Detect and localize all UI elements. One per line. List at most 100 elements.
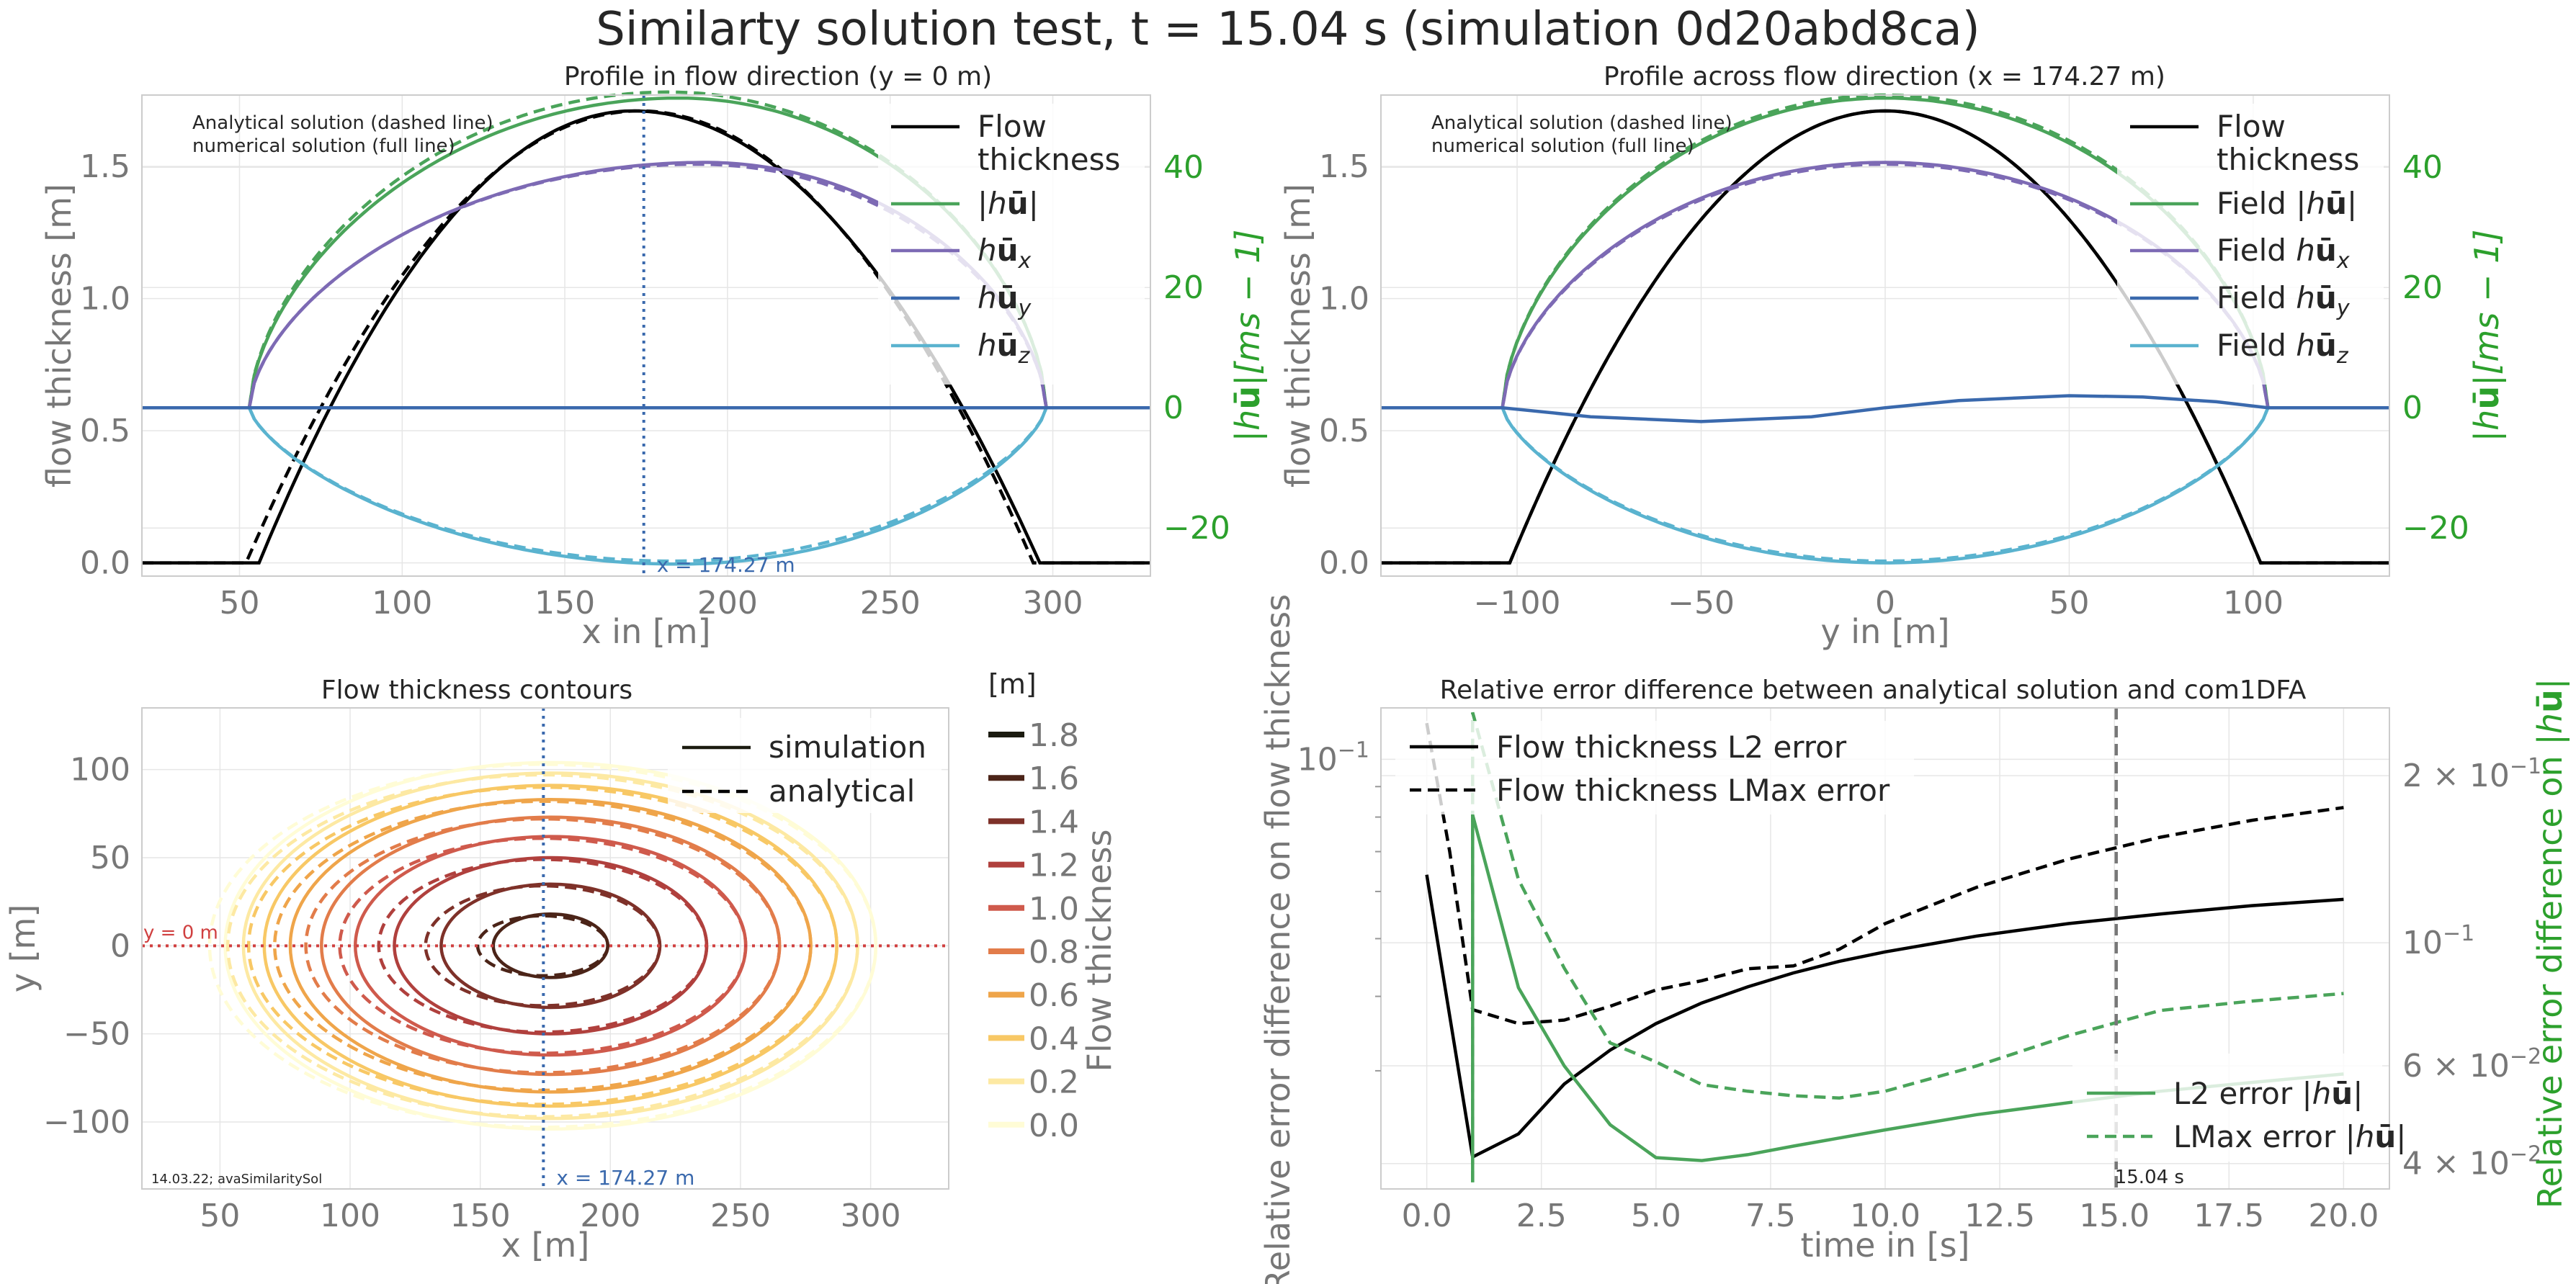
y0-marker-label: y = 0 m xyxy=(143,922,218,943)
annotation-line: numerical solution (full line) xyxy=(1431,135,1694,157)
legend-label: Flow thickness LMax error xyxy=(1496,773,1890,808)
y2-tick-label: 20 xyxy=(1163,269,1204,306)
x-tick-label: 12.5 xyxy=(1964,1198,2035,1234)
y-tick-label: 1.5 xyxy=(80,148,130,185)
p4-legend: Flow thickness L2 error Flow thickness LM… xyxy=(1395,721,2406,1162)
p1-annotation: Analytical solution (dashed line) numeri… xyxy=(192,112,493,157)
x-tick-label: 5.0 xyxy=(1631,1198,1681,1234)
contour-analytical xyxy=(475,914,609,978)
error-series-line xyxy=(1425,874,2344,1159)
y-tick-label: 0.0 xyxy=(80,545,130,582)
x-tick-label: 100 xyxy=(320,1198,380,1234)
x-tick-label: 100 xyxy=(372,585,432,621)
legend-label: Field hūy xyxy=(2217,280,2351,321)
legend-label: Field hūz xyxy=(2217,328,2349,369)
colorbar-level-label: 0.2 xyxy=(1029,1064,1079,1101)
y-tick-label: −50 xyxy=(63,1016,130,1053)
y2-tick-label: −20 xyxy=(2402,510,2469,547)
y2-tick-label: 4 × 10−2 xyxy=(2402,1142,2541,1182)
y2-tick-label: 6 × 10−2 xyxy=(2402,1044,2541,1085)
legend-label: Flow xyxy=(2217,109,2286,144)
colorbar-level-label: 0.0 xyxy=(1029,1108,1079,1144)
p1-ylabel: flow thickness [m] xyxy=(40,184,79,488)
suptitle: Similarty solution test, t = 15.04 s (si… xyxy=(596,3,1980,56)
p3-frame xyxy=(141,707,949,1190)
error-series-line xyxy=(1471,711,2344,1182)
x-tick-label: 2.5 xyxy=(1516,1198,1567,1234)
vertical-marker-label: x = 174.27 m xyxy=(657,553,795,577)
x-tick-label: −100 xyxy=(1474,585,1561,621)
x-tick-label: 0 xyxy=(1875,585,1895,621)
x-tick-label: 10.0 xyxy=(1850,1198,1920,1234)
p2-y2label: |hū|[ms − 1] xyxy=(2467,230,2507,442)
legend-label: thickness xyxy=(978,142,1120,177)
p4-frame xyxy=(1380,707,2390,1190)
y2-tick-label: 2 × 10−1 xyxy=(2402,754,2541,794)
legend-background xyxy=(1395,721,1914,814)
x-tick-label: 20.0 xyxy=(2308,1198,2379,1234)
p1-title: Profile in flow direction (y = 0 m) xyxy=(564,62,992,91)
y-tick-label: 100 xyxy=(70,752,130,789)
colorbar-unit: [m] xyxy=(988,668,1037,700)
legend-label: Field |hū| xyxy=(2217,186,2357,221)
colorbar-level-label: 0.6 xyxy=(1029,977,1079,1014)
y2-tick-label: 0 xyxy=(2402,390,2423,426)
legend-background xyxy=(2072,1054,2382,1162)
x-tick-label: 7.5 xyxy=(1745,1198,1796,1234)
legend-label: analytical xyxy=(769,773,915,809)
x-tick-label: 300 xyxy=(841,1198,901,1234)
p2-ylabel: flow thickness [m] xyxy=(1279,184,1318,488)
legend-label: hūy xyxy=(978,280,1032,321)
y-tick-label: 1.0 xyxy=(80,281,130,318)
p3-footnote: 14.03.22; avaSimilaritySol xyxy=(151,1172,322,1187)
colorbar-level-label: 0.4 xyxy=(1029,1020,1079,1057)
y2-tick-label: −20 xyxy=(1163,510,1230,547)
y-tick-label: 0.5 xyxy=(80,413,130,449)
p4-y2label: Relative error difference on |hū| xyxy=(2531,678,2570,1208)
profile-across-flow-panel: Profile across flow direction (x = 174.2… xyxy=(1279,62,2507,651)
legend-label: |hū| xyxy=(978,186,1039,221)
legend-label: hūz xyxy=(978,328,1031,369)
legend-label: hūx xyxy=(978,233,1032,274)
profile-flow-direction-panel: Profile in flow direction (y = 0 m) x = … xyxy=(40,62,1268,651)
legend-background xyxy=(878,104,1145,385)
p1-frame xyxy=(141,94,1151,577)
p2-frame xyxy=(1380,94,2390,577)
colorbar-level-label: 1.4 xyxy=(1029,804,1079,840)
legend-label: thickness xyxy=(2217,142,2359,177)
colorbar-level-label: 1.0 xyxy=(1029,891,1079,928)
huz-numerical-line xyxy=(1381,405,2389,565)
y-tick-label: 0.5 xyxy=(1319,413,1369,449)
legend-label: Flow xyxy=(978,109,1047,144)
colorbar-level-label: 0.8 xyxy=(1029,934,1079,971)
legend-background xyxy=(668,718,942,813)
annotation-line: Analytical solution (dashed line) xyxy=(1431,112,1732,134)
legend-background xyxy=(2117,104,2384,385)
x-tick-label: 17.5 xyxy=(2193,1198,2264,1234)
huz-numerical-line xyxy=(142,405,1150,566)
colorbar-level-label: 1.2 xyxy=(1029,848,1079,884)
legend-label: LMax error |hū| xyxy=(2173,1119,2406,1154)
contour-analytical xyxy=(207,763,878,1129)
y-tick-label: 1.0 xyxy=(1319,281,1369,318)
p2-title: Profile across flow direction (x = 174.2… xyxy=(1604,62,2165,91)
p2-xlabel: y in [m] xyxy=(1820,612,1949,651)
x-tick-label: 150 xyxy=(535,585,595,621)
annotation-line: numerical solution (full line) xyxy=(192,135,455,157)
p2-annotation: Analytical solution (dashed line) numeri… xyxy=(1431,112,1732,157)
y-tick-label: 0 xyxy=(110,928,130,964)
p3-title: Flow thickness contours xyxy=(321,675,632,705)
relative-error-panel: Relative error difference between analyt… xyxy=(1258,594,2570,1284)
y2-tick-label: 40 xyxy=(2402,149,2443,186)
huy-line xyxy=(1381,394,2389,423)
x-tick-label: 200 xyxy=(697,585,758,621)
y-tick-label: −100 xyxy=(43,1104,130,1141)
p3-ylabel: y [m] xyxy=(4,904,43,993)
time-marker-label: 15.04 s xyxy=(2115,1167,2184,1188)
error-series-line xyxy=(1425,722,2344,1025)
p1-xlabel: x in [m] xyxy=(581,612,710,651)
